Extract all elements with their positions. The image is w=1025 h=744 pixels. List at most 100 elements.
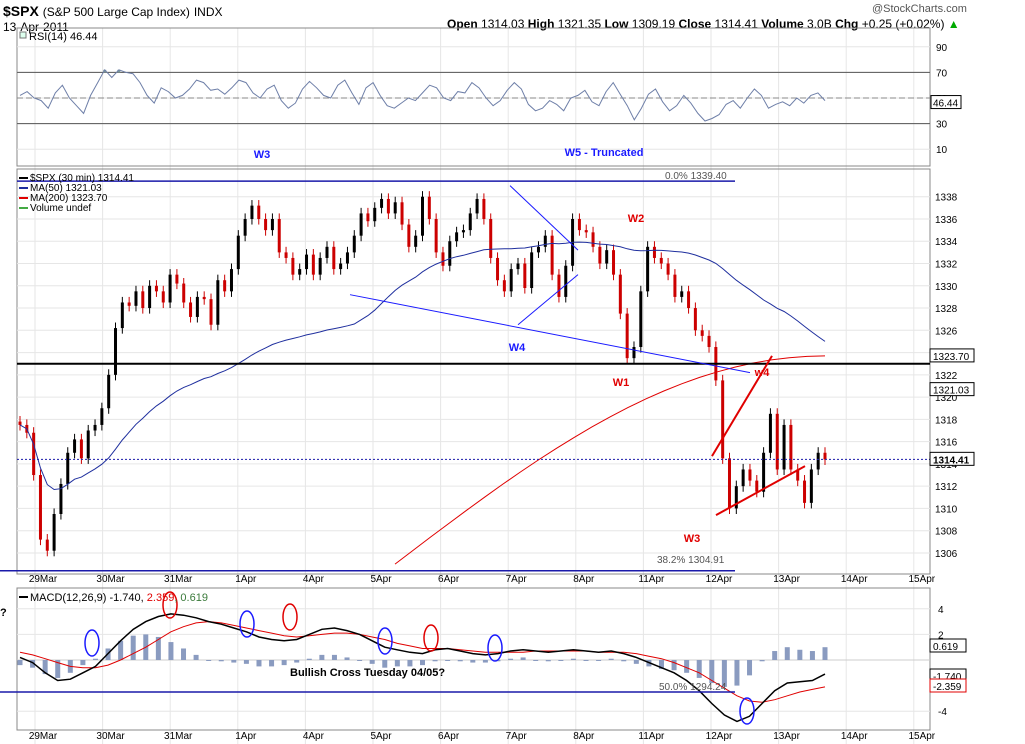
price-bar-body xyxy=(236,235,240,270)
price-bar xyxy=(618,269,622,320)
crossover-circle-icon xyxy=(84,629,100,657)
price-bar xyxy=(496,252,500,286)
macd-histogram-bar xyxy=(92,658,98,660)
macd-histogram-bar xyxy=(42,660,48,675)
price-bar xyxy=(120,296,124,334)
price-bar-body xyxy=(639,291,643,348)
crossover-circle-icon xyxy=(239,610,255,638)
price-bar xyxy=(257,200,261,225)
price-bar-body xyxy=(134,291,138,306)
price-tag xyxy=(929,382,975,397)
price-tag-text: 1323.70 xyxy=(933,352,970,363)
price-bar xyxy=(189,296,193,323)
price-bar xyxy=(550,230,554,281)
price-bar xyxy=(161,285,165,309)
price-bar-body xyxy=(120,302,124,329)
price-tag-text: 1314.41 xyxy=(933,455,970,466)
macd-histogram-bar xyxy=(369,660,375,664)
price-bar-body xyxy=(386,198,390,214)
x-tick-label: 5Apr xyxy=(370,731,392,742)
price-bar-body xyxy=(523,263,527,289)
price-bar-body xyxy=(209,299,213,325)
price-bar xyxy=(557,269,561,303)
macd-histogram-bar xyxy=(206,660,212,661)
macd-histogram-bar xyxy=(193,654,199,660)
price-bar-body xyxy=(693,308,697,331)
price-tick-label: 1318 xyxy=(935,415,958,426)
symbol: $SPX xyxy=(3,3,39,19)
price-bar-body xyxy=(52,513,56,551)
price-bar xyxy=(393,196,397,219)
symbol-title: $SPX (S&P 500 Large Cap Index) INDX xyxy=(3,3,222,19)
macd-histogram-bar xyxy=(608,658,614,660)
price-bar xyxy=(734,480,738,514)
macd-legend-part: MACD(12,26,9) -1.740, xyxy=(30,592,147,604)
macd-value-tag xyxy=(929,678,967,693)
macd-histogram-bar xyxy=(306,658,312,660)
price-bar xyxy=(141,285,145,314)
macd-histogram-bar xyxy=(470,660,476,663)
macd-legend-part: 2.359 xyxy=(147,592,175,604)
price-bar xyxy=(366,207,370,227)
price-bar-body xyxy=(373,207,377,222)
macd-value-tag xyxy=(929,638,967,653)
price-bar xyxy=(475,193,479,219)
price-bar xyxy=(693,302,697,336)
macd-histogram-bar xyxy=(684,660,690,673)
macd-histogram-bar xyxy=(181,648,187,660)
price-bar-body xyxy=(264,218,268,231)
price-bar xyxy=(284,246,288,264)
price-bar-body xyxy=(332,246,336,270)
price-tick-label: 1336 xyxy=(935,215,958,226)
price-bar xyxy=(543,230,547,253)
price-bar-body xyxy=(441,252,445,266)
price-bar xyxy=(673,269,677,303)
price-bar-body xyxy=(809,469,813,503)
price-bar xyxy=(339,257,343,275)
macd-histogram-bar xyxy=(420,660,425,666)
panel-frame xyxy=(16,587,931,731)
price-bar-body xyxy=(18,421,22,425)
chart-date: 13-Apr-2011 xyxy=(3,20,69,34)
macd-histogram-bar xyxy=(243,660,249,664)
macd-legend-part: , 0.619 xyxy=(174,592,208,604)
price-bar-body xyxy=(782,424,786,470)
price-bar-body xyxy=(741,469,745,487)
price-bar-body xyxy=(216,280,220,325)
macd-histogram-bar xyxy=(55,660,61,678)
price-tick-label: 1310 xyxy=(935,504,958,515)
price-bar xyxy=(154,280,158,297)
macd-histogram-bar xyxy=(118,640,124,660)
crossover-circle-icon xyxy=(162,591,178,619)
price-bar xyxy=(407,218,411,253)
price-bar xyxy=(523,257,527,294)
price-bar xyxy=(482,193,486,225)
price-bar xyxy=(209,293,213,331)
price-tick-label: 1326 xyxy=(935,326,958,337)
x-tick-label: 7Apr xyxy=(506,731,528,742)
price-bar-body xyxy=(530,252,534,289)
attribution[interactable]: @StockCharts.com xyxy=(872,3,967,15)
price-bar xyxy=(421,191,424,242)
wave-trendline xyxy=(517,274,579,326)
price-bar xyxy=(236,230,240,275)
price-bar xyxy=(680,285,684,303)
price-bar-body xyxy=(277,218,281,253)
price-bar-body xyxy=(414,235,418,247)
macd-histogram-bar xyxy=(407,660,413,667)
price-bar xyxy=(127,296,131,312)
wave-label: w4 xyxy=(754,367,771,379)
price-bar xyxy=(530,246,534,294)
price-bar-body xyxy=(243,218,247,236)
macd-histogram-bar xyxy=(294,660,300,663)
price-bar-body xyxy=(318,257,322,275)
price-bar xyxy=(216,274,220,331)
x-tick-label: 15Apr xyxy=(908,574,935,585)
price-legend: MA(50) 1321.03 xyxy=(30,183,102,194)
price-bar-body xyxy=(380,198,384,208)
price-bar-body xyxy=(468,213,472,231)
price-bar xyxy=(721,374,725,464)
price-bar-body xyxy=(270,218,274,231)
wave-label: W4 xyxy=(509,342,526,354)
macd-histogram-bar xyxy=(482,660,488,663)
